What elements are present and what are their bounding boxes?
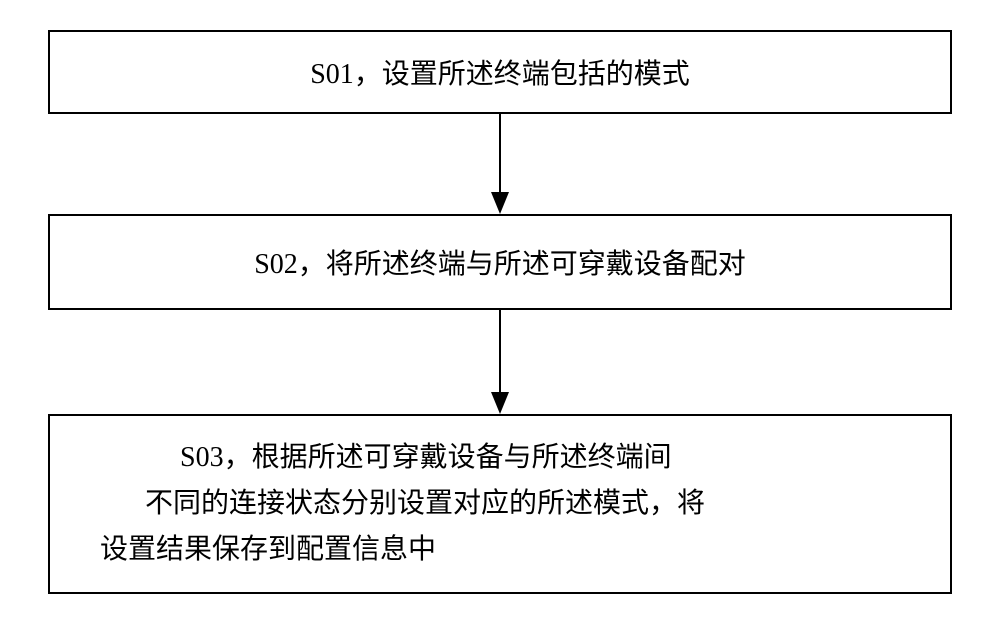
flowchart-canvas: S01，设置所述终端包括的模式 S02，将所述终端与所述可穿戴设备配对 S03，… [0,0,1000,628]
flow-arrow-s01-s02 [491,114,509,214]
flow-node-s02: S02，将所述终端与所述可穿戴设备配对 [48,214,952,310]
flow-node-s02-label: S02，将所述终端与所述可穿戴设备配对 [254,242,746,282]
flow-node-s01: S01，设置所述终端包括的模式 [48,30,952,114]
flow-node-s01-label: S01，设置所述终端包括的模式 [310,52,690,92]
flow-node-s03: S03，根据所述可穿戴设备与所述终端间 不同的连接状态分别设置对应的所述模式，将… [48,414,952,594]
flow-node-s03-line2: 不同的连接状态分别设置对应的所述模式，将 [50,481,950,527]
flow-node-s03-line1: S03，根据所述可穿戴设备与所述终端间 [50,435,950,481]
flow-node-s03-line3: 设置结果保存到配置信息中 [50,527,950,573]
flow-arrow-s02-s03 [491,310,509,414]
